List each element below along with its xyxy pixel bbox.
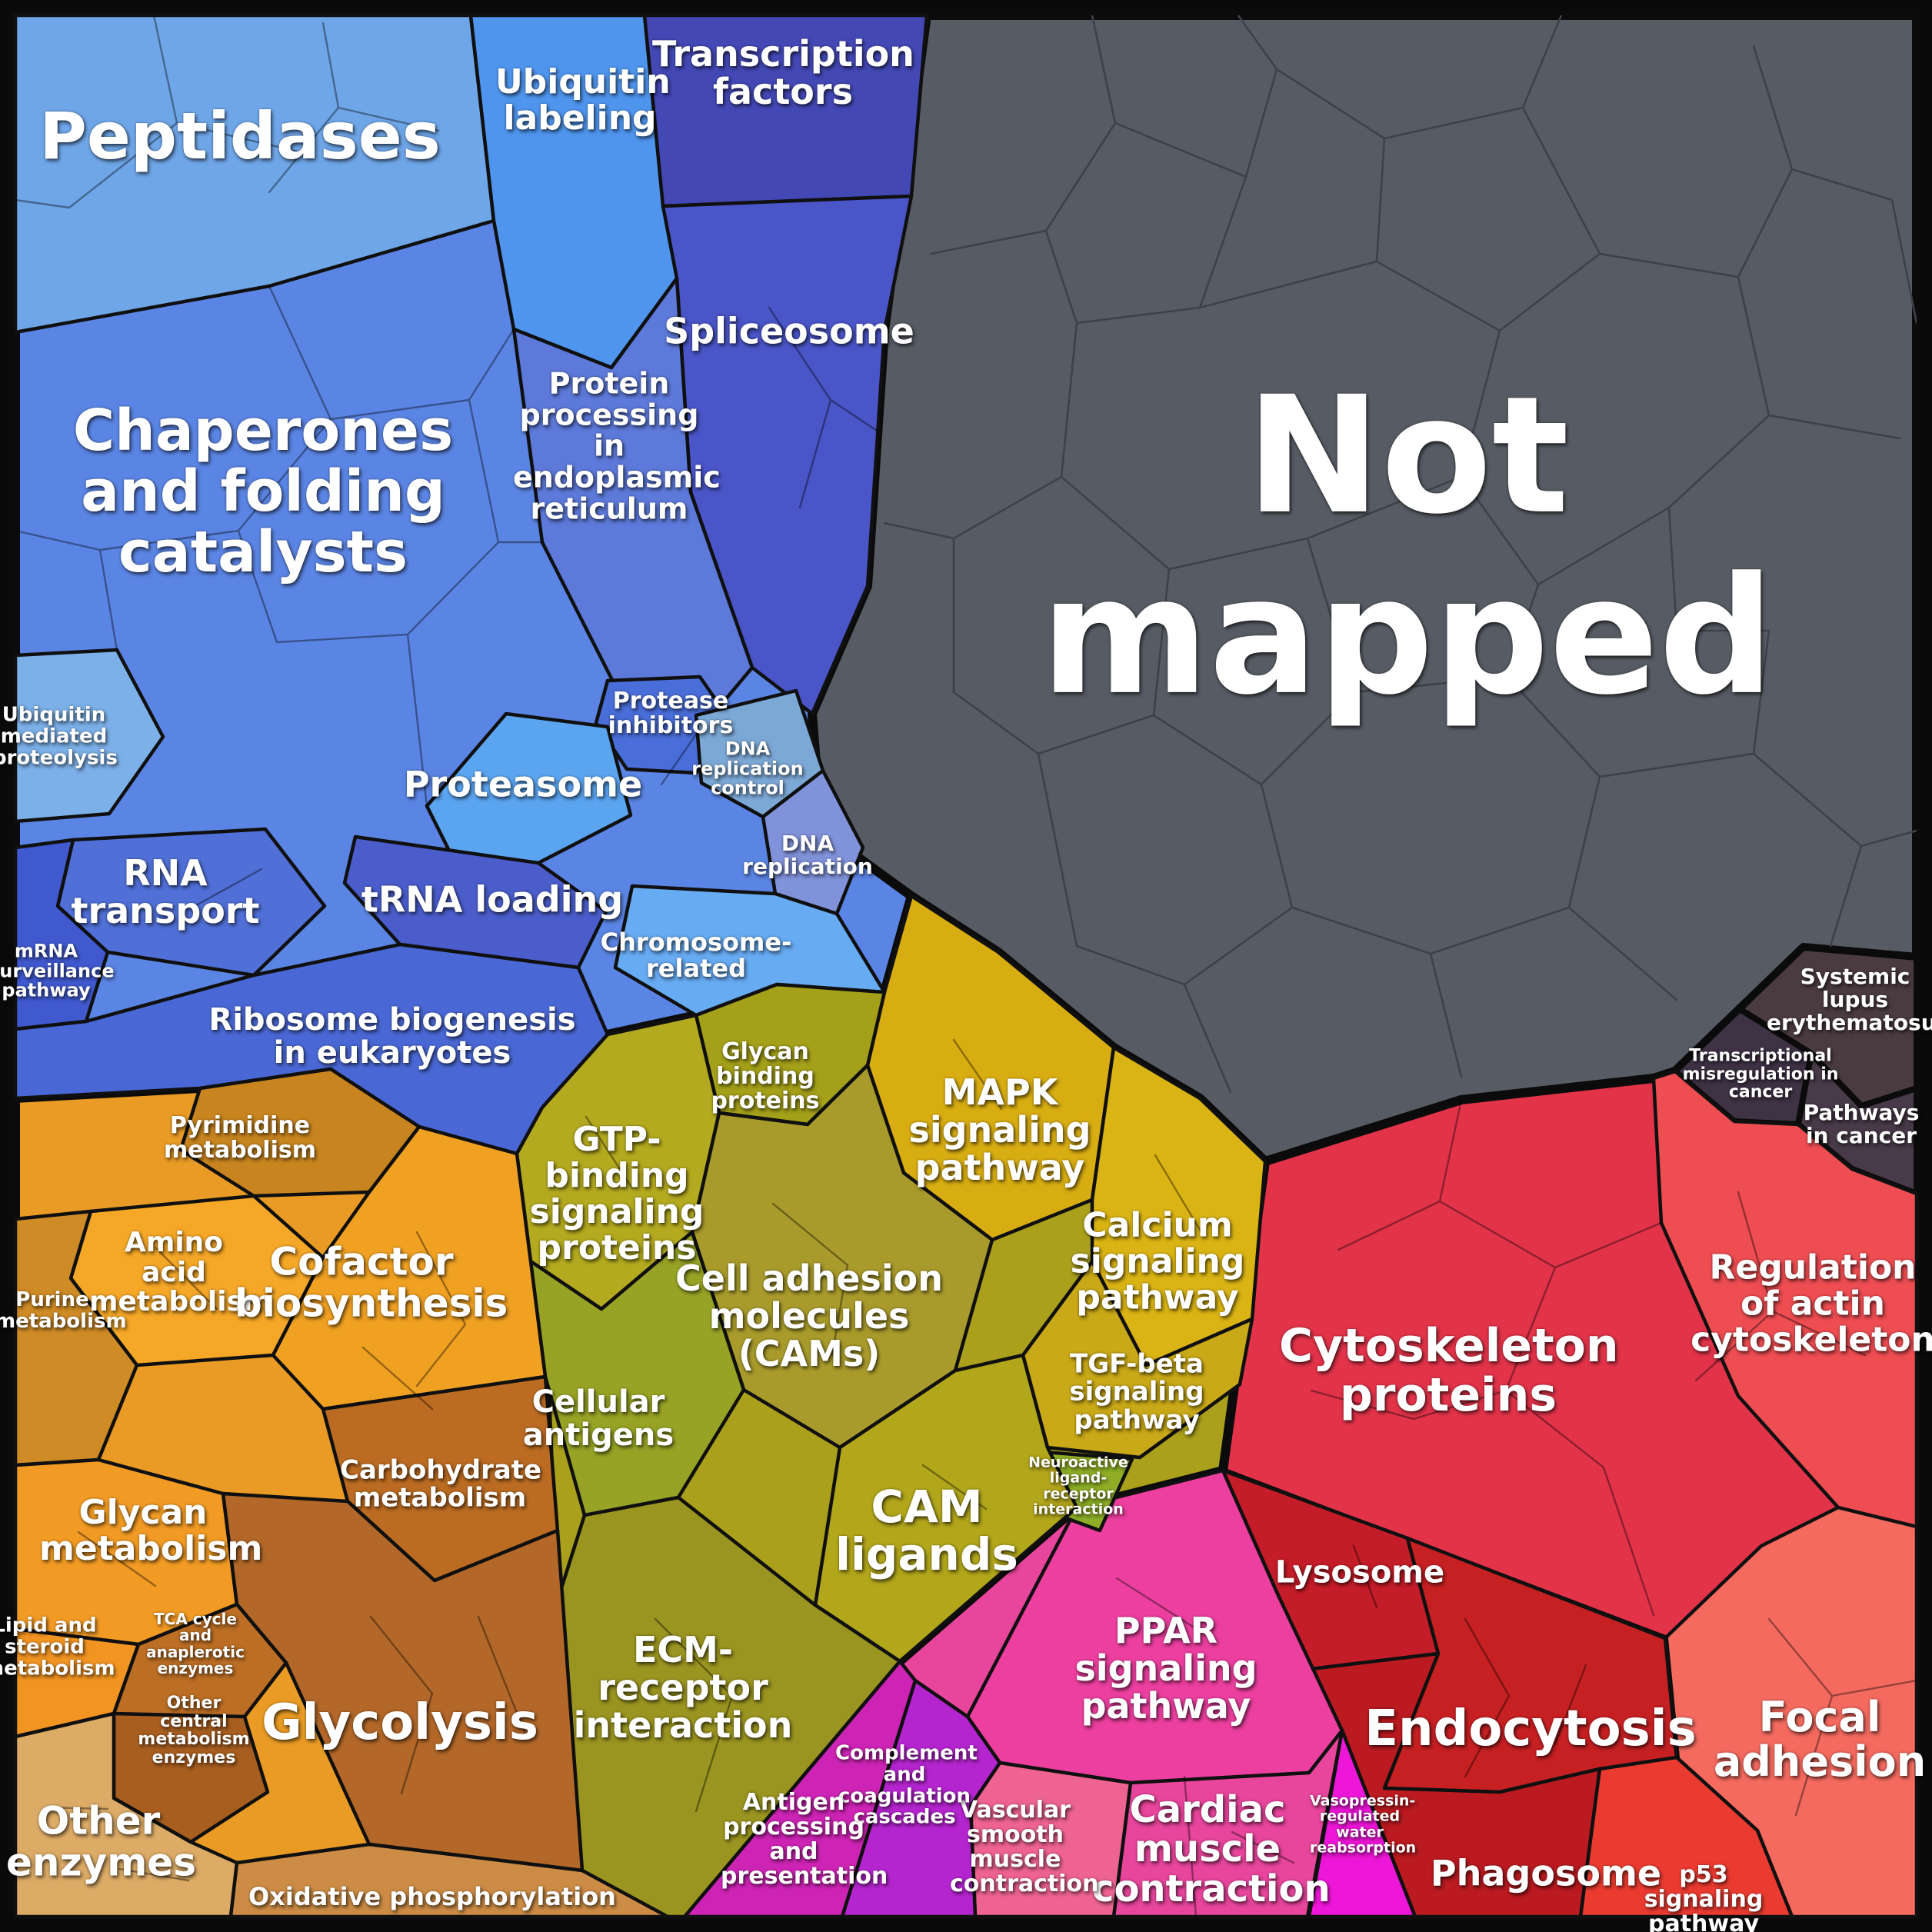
orange-cell-lines xyxy=(45,1231,526,1882)
cell-dna-replication[interactable] xyxy=(761,768,865,916)
olive-cell-lines xyxy=(585,1038,1203,1813)
red-cell-lines xyxy=(1310,1098,1917,1817)
cell-transcription-factors[interactable] xyxy=(642,13,929,208)
cell-protein-processing[interactable] xyxy=(511,276,754,737)
cell-cellular-antigens[interactable] xyxy=(528,1230,746,1517)
cell-oxidative[interactable] xyxy=(228,1842,670,1919)
cell-p53[interactable] xyxy=(1578,1755,1794,1919)
cell-vascular[interactable] xyxy=(968,1760,1133,1919)
blue-cell-lines xyxy=(15,15,878,909)
cell-peptidases[interactable] xyxy=(13,13,496,335)
cell-other-enzymes[interactable] xyxy=(13,1711,239,1919)
cell-ubiquitin-mediated[interactable] xyxy=(13,648,165,824)
cell-vasopressin[interactable] xyxy=(1307,1728,1417,1919)
pink-cell-lines xyxy=(1115,1577,1295,1917)
cell-regulation-actin[interactable] xyxy=(1651,1069,1919,1529)
gray-cell-lines xyxy=(883,15,1917,1094)
